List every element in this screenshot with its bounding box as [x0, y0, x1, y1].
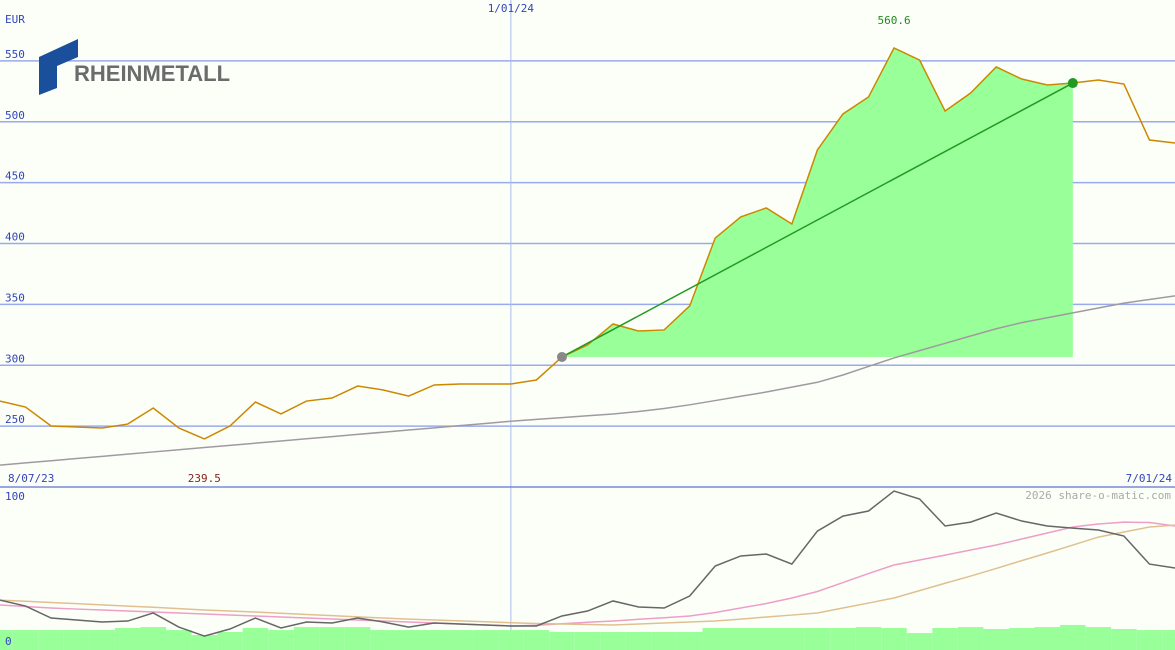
volume-bar — [12, 630, 39, 650]
trend-start — [556, 351, 567, 362]
x-tick-label: 7/01/24 — [1126, 472, 1173, 485]
volume-bar — [1085, 627, 1112, 650]
volume-bar — [702, 627, 728, 650]
volume-bar — [191, 635, 218, 650]
volume-bar — [1136, 630, 1163, 650]
volume-bar — [114, 627, 141, 650]
x-tick-label: 8/07/23 — [8, 472, 54, 485]
volume-bar — [804, 627, 831, 650]
volume-bar — [676, 632, 703, 650]
watermark: 2026 share-o-matic.com — [1025, 489, 1171, 502]
trend-end — [1067, 78, 1078, 89]
series-line — [0, 295, 1175, 466]
volume-bar — [498, 630, 524, 650]
volume-bar — [0, 630, 13, 650]
y-tick-label: 350 — [5, 291, 25, 304]
volume-bar — [421, 630, 448, 650]
y-tick-label: 500 — [5, 109, 25, 122]
volume-bar — [268, 630, 294, 650]
volume-bar — [881, 627, 907, 650]
volume-bar — [370, 630, 396, 650]
logo-text: RHEINMETALL — [74, 61, 230, 86]
highlight-area — [561, 47, 1073, 357]
volume-bar — [779, 627, 805, 650]
min-label: 239.5 — [188, 472, 221, 485]
volume-bar — [753, 627, 780, 650]
volume-bar — [523, 630, 550, 650]
volume-bar — [1008, 627, 1035, 650]
volume-bar — [217, 632, 243, 650]
volume-bar — [89, 630, 115, 650]
volume-bar — [63, 630, 90, 650]
series-line — [0, 46, 1175, 440]
volume-bar — [166, 630, 192, 650]
volume-bar — [242, 627, 269, 650]
y-tick-label: 250 — [5, 413, 25, 426]
volume-bar — [319, 627, 345, 650]
volume-bar — [855, 627, 882, 650]
series-line — [0, 524, 1175, 626]
volume-bar — [957, 627, 984, 650]
volume-bar — [932, 627, 958, 650]
volume-bar — [727, 627, 754, 650]
volume-bar — [447, 630, 473, 650]
y-tick-label: 100 — [5, 490, 25, 503]
volume-bar — [1034, 627, 1061, 650]
volume-bar — [1111, 629, 1137, 650]
y-tick-label: 550 — [5, 48, 25, 61]
volume-bar — [1162, 630, 1175, 650]
y-axis-label: EUR — [5, 13, 25, 26]
logo-mark — [39, 39, 78, 95]
volume-bar — [395, 630, 422, 650]
series-line — [0, 490, 1175, 637]
y-tick-label: 450 — [5, 170, 25, 183]
volume-bar — [549, 632, 575, 650]
volume-bar — [293, 627, 320, 650]
volume-bar — [574, 632, 601, 650]
volume-bar — [983, 629, 1009, 650]
y-tick-label: 400 — [5, 231, 25, 244]
volume-bar — [906, 633, 933, 650]
x-tick-label: 1/01/24 — [488, 2, 535, 15]
volume-bar — [600, 632, 626, 650]
volume-bar — [651, 632, 677, 650]
volume-bar — [140, 627, 167, 650]
volume-bar — [1060, 624, 1086, 650]
volume-bar — [472, 630, 499, 650]
volume-bar — [830, 627, 856, 650]
volume-bar — [625, 632, 652, 650]
trend-line — [561, 82, 1074, 358]
y-tick-label: 0 — [5, 635, 12, 648]
series-line — [0, 521, 1175, 627]
max-label: 560.6 — [877, 14, 910, 27]
volume-bar — [38, 630, 64, 650]
volume-bar — [344, 627, 371, 650]
y-tick-label: 300 — [5, 352, 25, 365]
